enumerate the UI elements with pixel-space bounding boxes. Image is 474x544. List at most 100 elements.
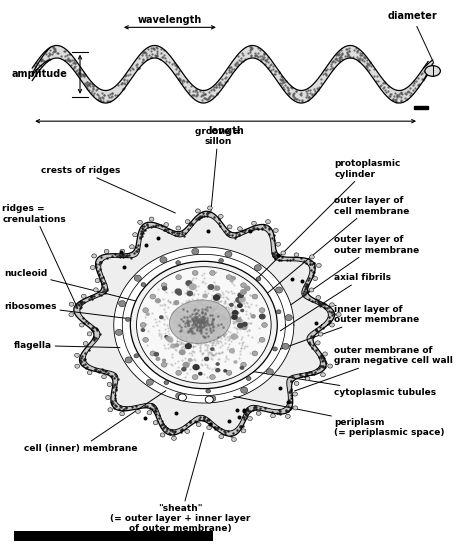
Point (193, 308, 201, 317)
Point (303, 282, 311, 290)
Point (232, 232, 240, 240)
Point (210, 319, 218, 328)
Point (188, 316, 196, 324)
Point (192, 330, 200, 339)
Point (123, 78, 131, 86)
Point (205, 320, 212, 329)
Point (191, 348, 198, 356)
Text: nucleoid: nucleoid (5, 269, 186, 313)
Point (230, 318, 237, 327)
Point (245, 49, 252, 58)
Point (177, 323, 185, 331)
Point (221, 314, 229, 323)
Point (195, 364, 203, 373)
Point (227, 337, 235, 345)
Point (201, 318, 209, 327)
Point (142, 225, 149, 234)
Circle shape (219, 435, 224, 438)
Circle shape (237, 227, 242, 231)
Point (204, 323, 212, 332)
Point (235, 55, 243, 64)
Point (214, 289, 221, 298)
Point (201, 314, 208, 323)
Point (189, 342, 197, 351)
Point (224, 303, 232, 312)
Point (213, 301, 221, 310)
Point (163, 425, 171, 434)
Point (218, 319, 225, 328)
Point (283, 82, 291, 91)
Text: outer membrane of
gram negative cell wall: outer membrane of gram negative cell wal… (295, 346, 453, 391)
Point (216, 328, 223, 337)
Point (328, 307, 336, 316)
Point (246, 227, 254, 236)
Point (390, 91, 398, 100)
Point (37, 56, 45, 65)
Point (223, 308, 231, 317)
Point (360, 56, 367, 65)
Point (196, 317, 204, 326)
Point (36, 61, 43, 70)
Point (235, 60, 242, 69)
Point (205, 329, 212, 337)
Point (196, 347, 203, 355)
Point (366, 58, 374, 66)
Point (257, 55, 265, 64)
Point (211, 350, 219, 358)
Point (245, 406, 252, 415)
Text: inner layer of
outer membrane: inner layer of outer membrane (281, 305, 419, 349)
Point (66, 57, 73, 65)
Point (98, 89, 106, 97)
Point (210, 333, 217, 342)
Text: "sheath"
(= outer layer + inner layer
of outer membrane): "sheath" (= outer layer + inner layer of… (110, 432, 250, 534)
Point (98, 280, 106, 288)
Point (363, 56, 371, 65)
Point (106, 89, 113, 98)
Point (153, 410, 160, 419)
Circle shape (209, 395, 216, 401)
Point (196, 320, 204, 329)
Point (218, 348, 226, 356)
Point (199, 322, 206, 331)
Point (200, 322, 208, 330)
Point (164, 224, 172, 233)
Point (304, 85, 311, 94)
Point (183, 312, 191, 321)
Point (211, 304, 219, 312)
Point (163, 424, 171, 433)
Point (364, 60, 372, 69)
Point (77, 356, 85, 365)
Point (192, 274, 200, 283)
Point (204, 333, 212, 342)
Point (361, 54, 368, 63)
Point (97, 290, 104, 299)
Point (201, 90, 208, 98)
Point (406, 91, 413, 100)
Point (221, 73, 228, 82)
Point (212, 312, 219, 320)
Point (192, 320, 200, 329)
Point (191, 323, 198, 331)
Point (197, 317, 204, 326)
Point (320, 302, 328, 311)
Point (201, 302, 209, 311)
Point (142, 240, 149, 249)
Point (165, 330, 173, 338)
Point (209, 334, 216, 343)
Point (150, 402, 157, 411)
Point (198, 308, 205, 317)
Circle shape (259, 337, 265, 342)
Point (235, 338, 243, 347)
Point (200, 317, 207, 325)
Point (227, 314, 234, 323)
Point (201, 335, 209, 343)
Point (204, 301, 212, 310)
Point (173, 369, 181, 378)
Point (76, 66, 84, 75)
Point (207, 350, 214, 358)
Point (127, 70, 134, 78)
Point (226, 300, 234, 309)
Point (91, 364, 99, 373)
Point (356, 54, 364, 63)
Point (226, 227, 233, 236)
